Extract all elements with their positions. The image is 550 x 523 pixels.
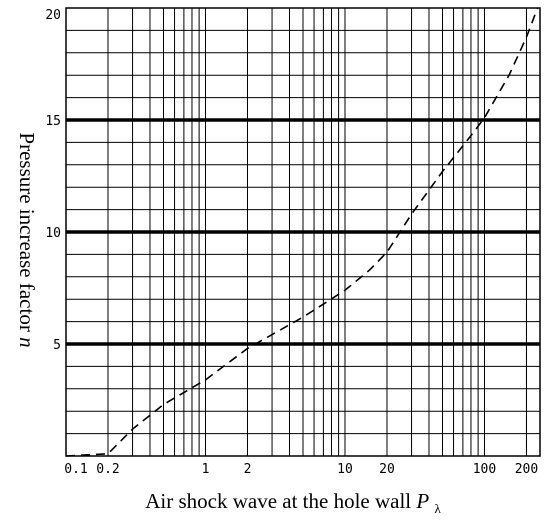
x-axis-title-text: Air shock wave at the hole wall bbox=[145, 489, 411, 513]
x-tick-label: 2 bbox=[244, 462, 252, 477]
x-tick-label: 10 bbox=[337, 462, 353, 477]
x-axis-title: Air shock wave at the hole wall P λ bbox=[145, 489, 441, 516]
y-axis-title: Pressure increase factor n bbox=[15, 132, 39, 347]
series-line-dashed bbox=[65, 7, 539, 457]
y-tick-label: 15 bbox=[45, 114, 61, 129]
x-tick-labels: 0.1 0.2 1 2 10 20 100 200 bbox=[64, 462, 538, 477]
x-axis-symbol: P bbox=[415, 489, 429, 513]
y-tick-label: 5 bbox=[53, 338, 61, 353]
x-tick-label: 0.1 bbox=[64, 462, 87, 477]
x-tick-label: 0.2 bbox=[96, 462, 119, 477]
y-tick-label: 20 bbox=[45, 8, 61, 23]
y-tick-labels: 5 10 15 20 bbox=[45, 8, 61, 353]
grid-horizontal-lines bbox=[66, 29, 540, 435]
x-axis-subscript: λ bbox=[434, 501, 441, 516]
y-axis-symbol: n bbox=[15, 337, 39, 348]
y-axis-title-text: Pressure increase factor bbox=[15, 132, 39, 331]
x-tick-label: 100 bbox=[473, 462, 496, 477]
x-tick-label: 1 bbox=[202, 462, 210, 477]
x-tick-label: 200 bbox=[515, 462, 538, 477]
y-tick-label: 10 bbox=[45, 226, 61, 241]
x-tick-label: 20 bbox=[379, 462, 395, 477]
plot-frame bbox=[65, 7, 541, 457]
